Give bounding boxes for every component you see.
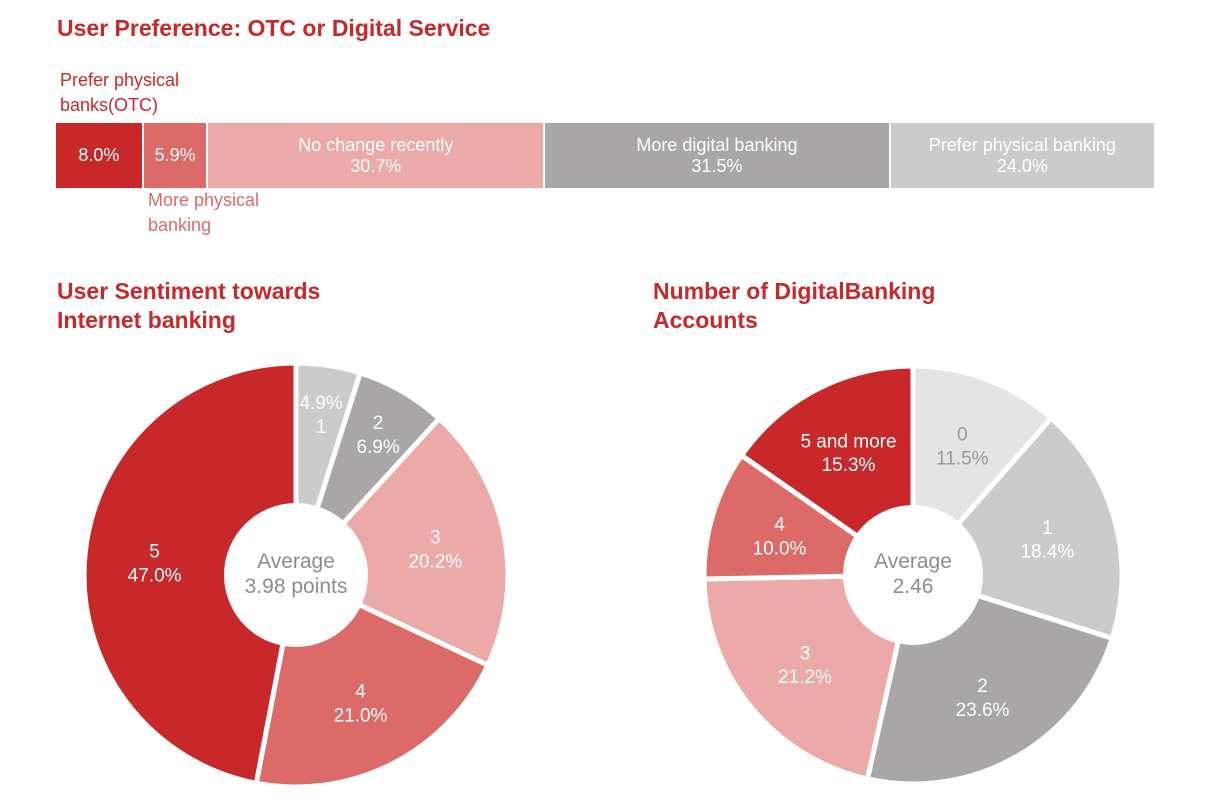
donut-center-label: Average 2.46 (874, 550, 952, 598)
bar-segment-value: 24.0% (996, 155, 1048, 176)
accounts-chart-title: Number of DigitalBanking Accounts (653, 278, 936, 333)
sentiment-donut-chart: 4.9% 1 2 6.9% 3 20.2% 4 21.0% 5 47.0% Average 3.98 … (81, 360, 511, 790)
bar-segment-label: More digital banking (636, 134, 798, 155)
callout-prefer-physical-banks-otc: Prefer physical banks(OTC) (60, 70, 180, 115)
preference-chart-title: User Preference: OTC or Digital Service (57, 15, 491, 41)
accounts-donut-chart: 0 11.5% 1 18.4% 2 23.6% 3 21.2% 4 10.0% 5 and more… (701, 363, 1125, 787)
bar-segment-value: 30.7% (350, 155, 402, 176)
bar-segment-4: More digital banking 31.5% (545, 123, 891, 188)
donut-hole (224, 503, 368, 647)
slice-label: 4.9% 1 (299, 393, 342, 438)
bar-segment-value: 8.0% (78, 145, 120, 165)
preference-stacked-bar: 8.0% 5.9% No change recently 30.7% More digi… (56, 123, 1154, 188)
slice-label: 3 20.2% (408, 528, 462, 573)
bar-segment-label: Prefer physical banking (928, 134, 1116, 155)
bar-segment-label: No change recently (298, 134, 454, 155)
callout-more-physical-banking: More physical banking (148, 190, 260, 235)
bar-segment-value: 5.9% (154, 145, 196, 165)
slice-label: 5 and more 15.3% (800, 431, 896, 476)
bar-segment-5: Prefer physical banking 24.0% (890, 123, 1154, 188)
slice-label: 5 47.0% (128, 542, 182, 587)
slice-label: 0 11.5% (936, 425, 989, 470)
slice-3 (291, 415, 511, 669)
slice-5 (81, 360, 299, 787)
slice-3 (701, 572, 917, 782)
donut-hole (843, 505, 983, 645)
bar-segment-1: 8.0% (56, 123, 144, 188)
bar-segment-value: 31.5% (691, 155, 743, 176)
slice-label: 4 10.0% (753, 515, 807, 560)
slice-label: 3 21.2% (778, 643, 832, 688)
slice-label: 2 23.6% (956, 676, 1010, 721)
slice-label: 4 21.0% (334, 682, 388, 727)
donut-center-label: Average 3.98 points (245, 550, 348, 598)
slice-label: 2 6.9% (356, 413, 399, 458)
bar-segment-2: 5.9% (143, 123, 209, 188)
bar-segment-3: No change recently 30.7% (208, 123, 546, 188)
sentiment-chart-title: User Sentiment towards Internet banking (57, 278, 321, 333)
slice-label: 1 18.4% (1020, 518, 1074, 563)
